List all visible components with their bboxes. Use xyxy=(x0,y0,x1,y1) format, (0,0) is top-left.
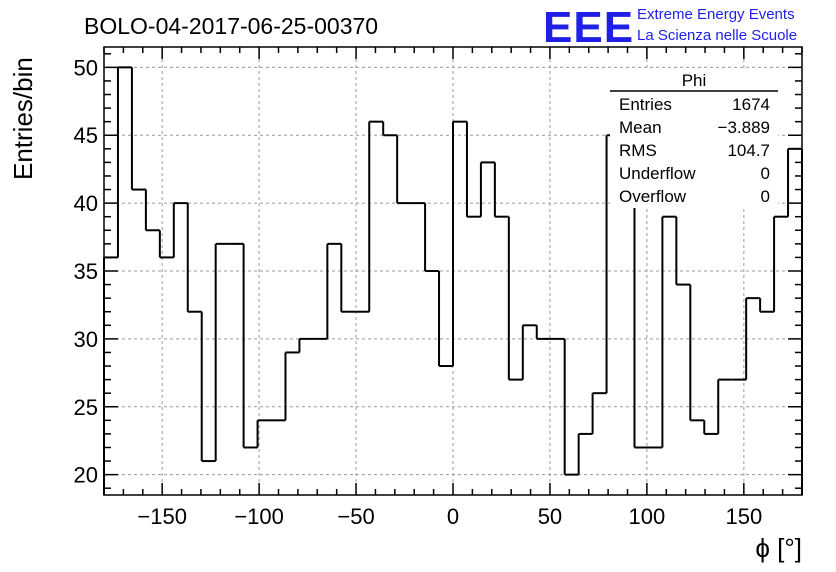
stats-row-label: Entries xyxy=(619,95,672,114)
stats-box-title: Phi xyxy=(682,71,707,90)
y-axis-ticks: 20 25 30 35 40 45 50 xyxy=(74,53,802,489)
stats-row-value: −3.889 xyxy=(718,118,770,137)
y-tick-label: 50 xyxy=(74,55,98,80)
stats-row-label: Mean xyxy=(619,118,662,137)
x-tick-label: −100 xyxy=(234,504,284,529)
stats-rows: Entries 1674 Mean −3.889 RMS 104.7 Underflow 0 O… xyxy=(619,95,770,206)
stats-row-label: Underflow xyxy=(619,164,696,183)
stats-row-value: 1674 xyxy=(732,95,770,114)
x-axis-label: ϕ [°] xyxy=(755,533,802,563)
stats-row-label: RMS xyxy=(619,141,657,160)
stats-box: Phi Entries 1674 Mean −3.889 RMS 104.7 Underfl… xyxy=(610,68,778,208)
chart-title: BOLO-04-2017-06-25-00370 xyxy=(84,13,378,39)
x-axis-ticks: −150 −100 −50 0 50 100 150 xyxy=(103,47,803,529)
stats-row-value: 0 xyxy=(761,164,770,183)
stats-row-label: Overflow xyxy=(619,187,687,206)
x-tick-label: 150 xyxy=(725,504,762,529)
y-tick-label: 25 xyxy=(74,395,98,420)
logo-line-2: La Scienza nelle Scuole xyxy=(637,27,797,44)
stats-row-value: 0 xyxy=(761,187,770,206)
x-tick-label: −50 xyxy=(337,504,374,529)
y-tick-label: 30 xyxy=(74,327,98,352)
x-tick-label: 0 xyxy=(447,504,459,529)
eee-logo: EEE Extreme Energy Events La Scienza nel… xyxy=(543,3,797,52)
y-tick-label: 40 xyxy=(74,191,98,216)
logo-mark: EEE xyxy=(543,3,634,52)
y-tick-label: 45 xyxy=(74,123,98,148)
stats-row-value: 104.7 xyxy=(727,141,770,160)
x-tick-label: 50 xyxy=(538,504,562,529)
logo-line-1: Extreme Energy Events xyxy=(637,6,795,23)
x-tick-label: −150 xyxy=(137,504,187,529)
x-tick-label: 100 xyxy=(629,504,666,529)
y-axis-label: Entries/bin xyxy=(8,57,38,180)
y-tick-label: 20 xyxy=(74,463,98,488)
y-tick-label: 35 xyxy=(74,259,98,284)
